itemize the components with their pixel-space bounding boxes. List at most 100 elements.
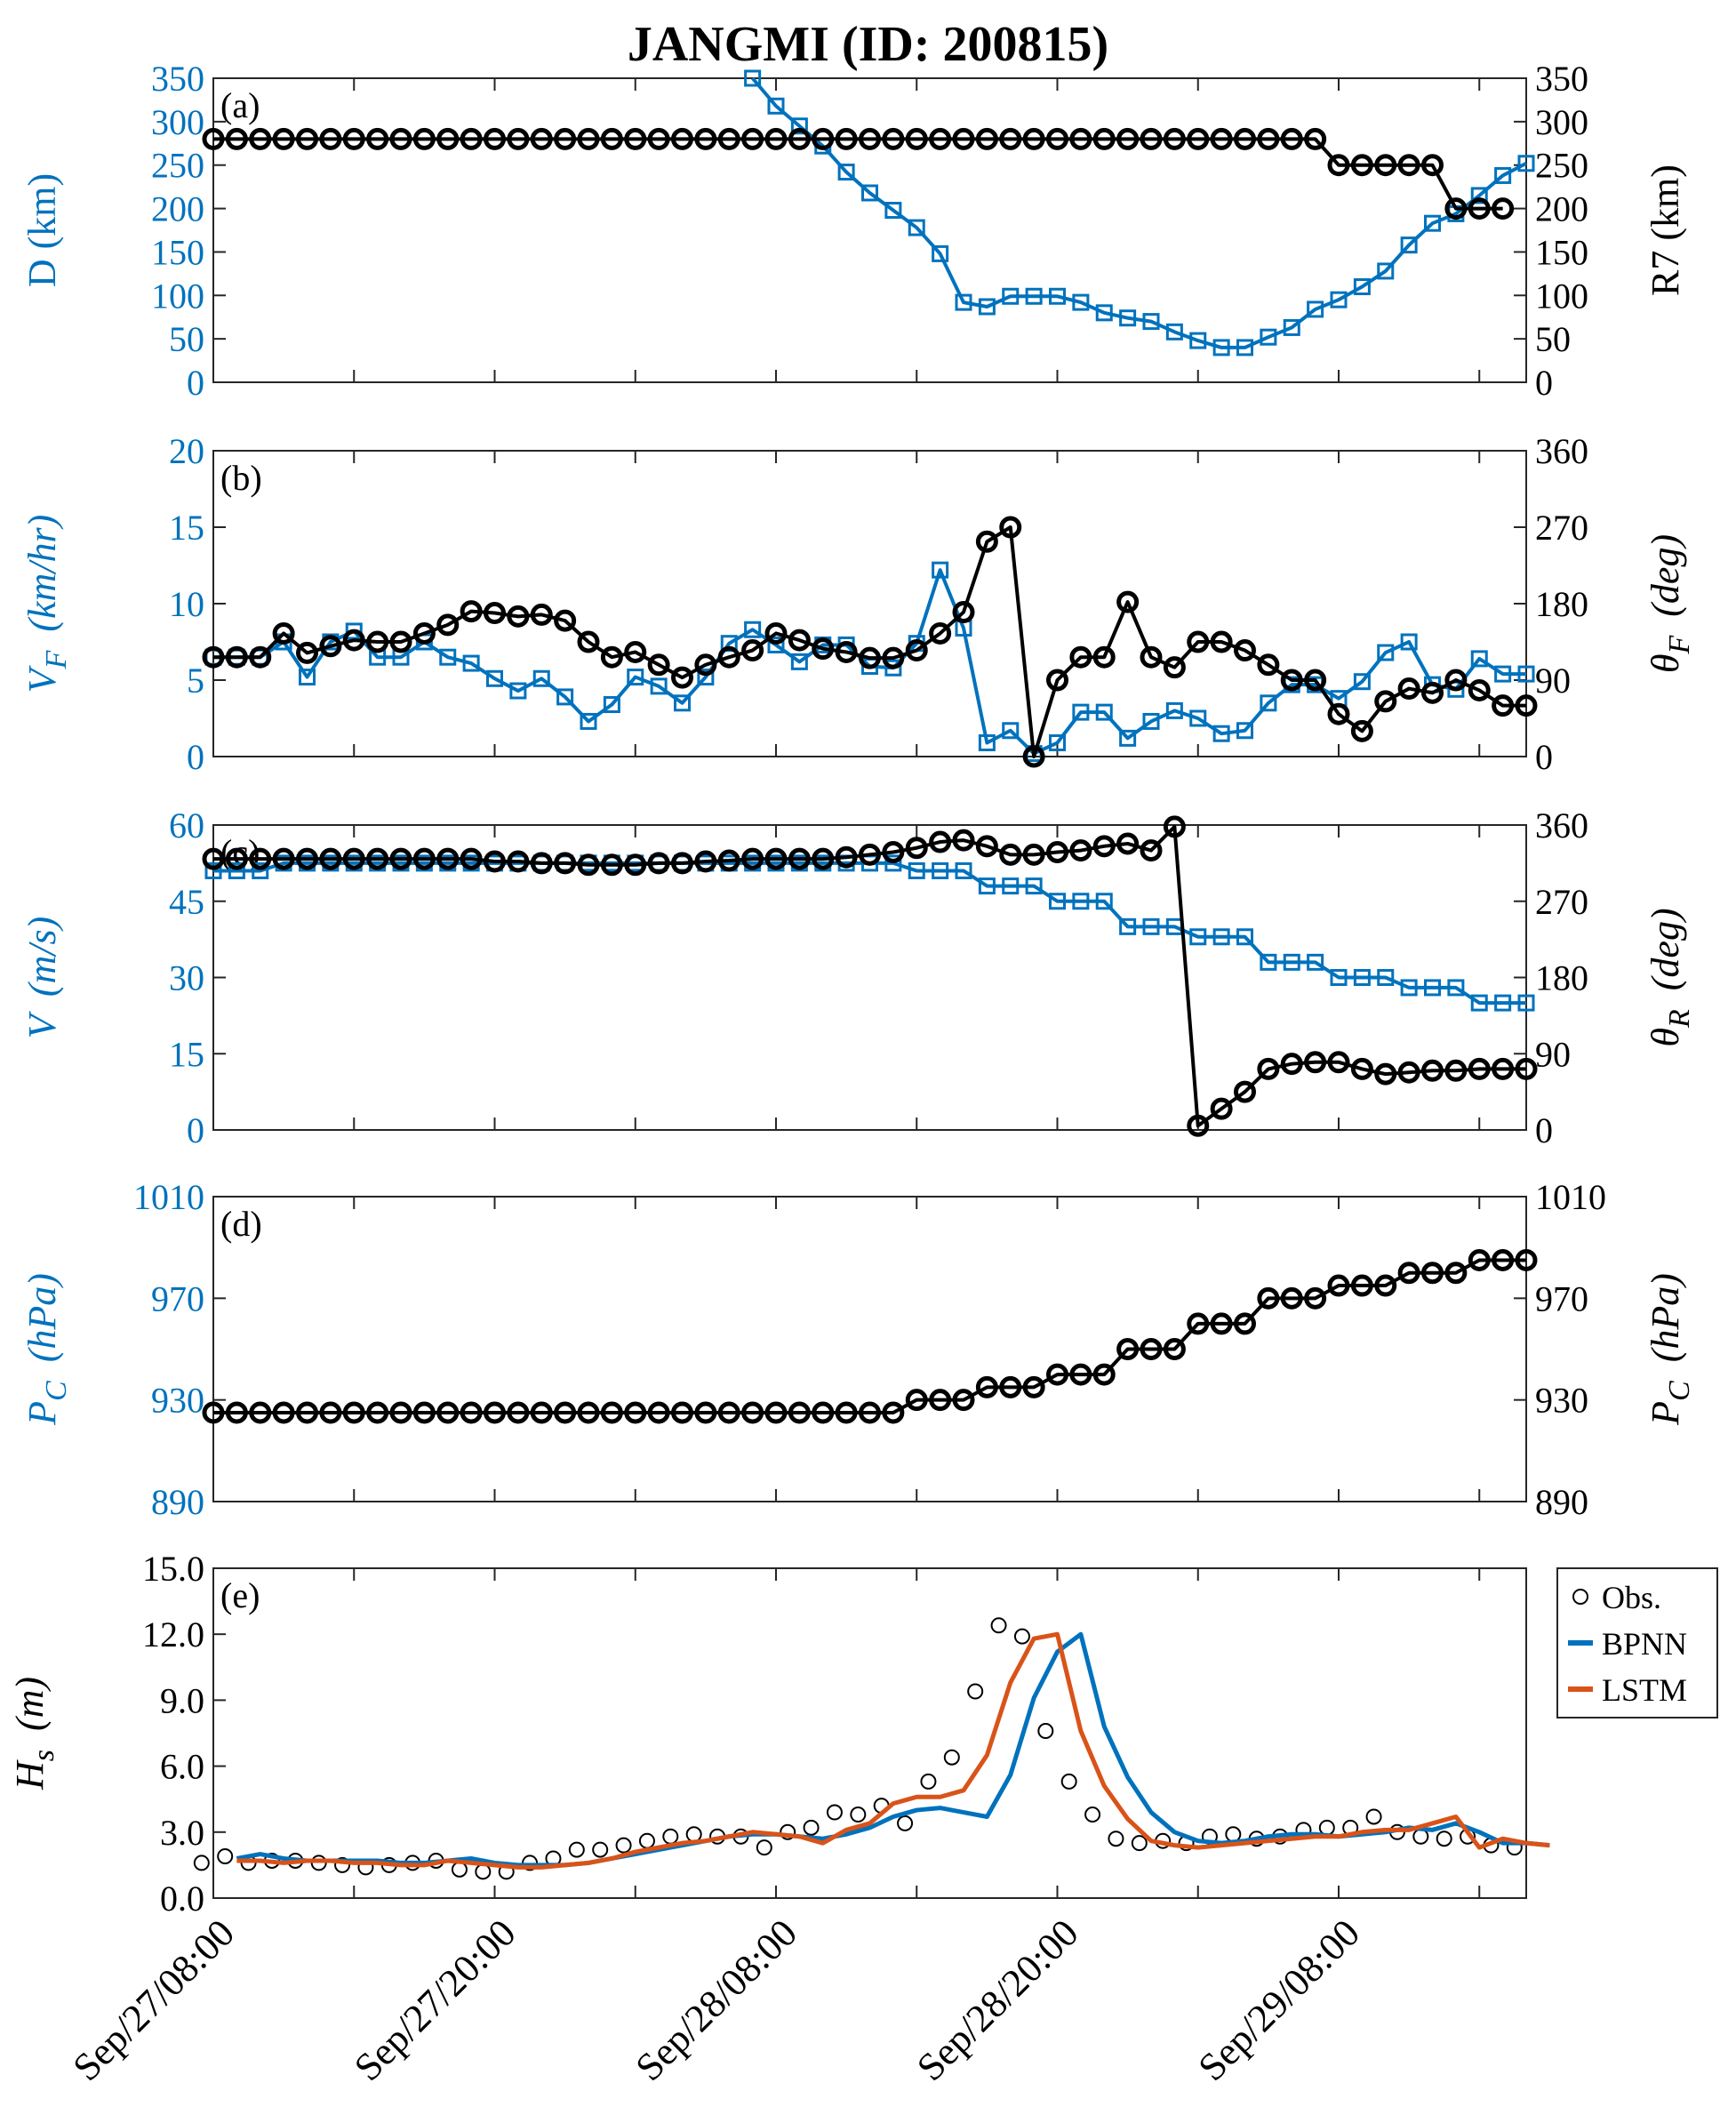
y-right-tick-label: 180: [1535, 958, 1588, 998]
data-point: [1424, 979, 1441, 997]
data-point: [1515, 1248, 1538, 1271]
data-point: [484, 127, 506, 150]
data-point: [249, 847, 272, 870]
y-left-tick-label: 60: [169, 805, 204, 845]
data-point: [1421, 154, 1444, 177]
data-point: [1257, 1057, 1280, 1080]
data-point: [1234, 1080, 1256, 1103]
data-point: [1072, 893, 1090, 910]
data-point: [319, 127, 342, 150]
y-left-tick-label: 12.0: [142, 1614, 204, 1654]
data-point: [717, 849, 740, 872]
data-point: [1046, 1363, 1068, 1386]
data-point: [859, 843, 881, 866]
plot-frame: [212, 77, 1527, 383]
data-point: [1377, 262, 1395, 280]
data-point: [1397, 154, 1420, 177]
data-point: [884, 659, 902, 677]
data-point: [193, 1855, 210, 1871]
data-point: [1046, 127, 1068, 150]
data-point: [1400, 979, 1418, 997]
data-point: [225, 847, 248, 870]
data-point: [1257, 127, 1280, 150]
data-point: [975, 835, 998, 858]
data-point: [319, 847, 342, 870]
data-point: [319, 1401, 342, 1424]
data-point: [1131, 1835, 1148, 1852]
data-point: [859, 646, 881, 669]
data-point: [296, 127, 318, 150]
data-point: [932, 561, 949, 579]
data-point: [530, 603, 553, 626]
data-point: [859, 127, 881, 150]
data-point: [1236, 339, 1253, 357]
data-point: [859, 1401, 881, 1424]
y-right-tick-label: 970: [1535, 1278, 1588, 1318]
data-point: [366, 630, 389, 653]
legend-label: BPNN: [1602, 1626, 1687, 1662]
data-point: [296, 1401, 318, 1424]
data-point: [451, 1861, 468, 1878]
data-point: [507, 850, 530, 873]
data-point: [978, 734, 996, 752]
data-point: [943, 1749, 960, 1766]
data-point: [1327, 702, 1350, 725]
data-point: [1515, 1057, 1538, 1080]
data-point: [1350, 1057, 1373, 1080]
data-point: [671, 852, 693, 875]
data-point: [717, 1401, 740, 1424]
data-point: [342, 1401, 365, 1424]
y-right-axis-label: θF (deg): [1644, 534, 1696, 673]
data-point: [624, 853, 647, 877]
data-point: [1515, 694, 1538, 717]
data-point: [1468, 197, 1491, 220]
data-point: [1327, 1051, 1350, 1074]
data-point: [1374, 1062, 1397, 1086]
data-point: [1436, 1831, 1452, 1847]
data-point: [1377, 969, 1395, 986]
y-left-axis-label-subscript: C: [40, 1381, 73, 1401]
data-point: [1444, 1262, 1468, 1285]
data-point: [741, 127, 764, 150]
data-point: [952, 601, 975, 624]
data-point: [1421, 681, 1444, 704]
y-right-axis-label-unit: (hPa): [1644, 1273, 1687, 1372]
y-right-axis-label-symbol: θ: [1644, 1028, 1687, 1047]
data-point: [1257, 1286, 1280, 1310]
data-point: [999, 516, 1022, 539]
data-point: [1350, 719, 1373, 742]
y-left-tick-label: 15.0: [142, 1549, 204, 1589]
data-point: [1468, 678, 1491, 701]
data-point: [577, 630, 600, 653]
data-point: [1444, 1059, 1468, 1082]
series-r7: [202, 127, 1515, 220]
data-point: [592, 1841, 609, 1858]
data-point: [850, 1807, 867, 1823]
y-left-tick-label: 100: [151, 276, 204, 316]
data-point: [600, 127, 623, 150]
y-left-axis-label-symbol: V: [20, 664, 64, 693]
y-right-tick-label: 90: [1535, 1034, 1571, 1074]
y-left-tick-label: 50: [169, 319, 204, 359]
y-left-axis-label: VF (km/hr): [20, 515, 73, 693]
y-left-tick-label: 0.0: [160, 1879, 204, 1919]
legend-label: LSTM: [1602, 1672, 1687, 1708]
data-point: [1304, 127, 1327, 150]
data-point: [1046, 840, 1068, 863]
data-point: [462, 654, 480, 672]
data-point: [1374, 1274, 1397, 1297]
data-point: [484, 602, 506, 625]
series-line: [213, 568, 1526, 756]
y-left-axis-label: PC (hPa): [20, 1273, 73, 1426]
data-point: [1072, 703, 1090, 721]
data-point: [1108, 1831, 1124, 1847]
data-point: [1142, 712, 1160, 730]
data-point: [1494, 166, 1512, 184]
data-point: [1470, 650, 1488, 668]
y-left-tick-label: 1010: [133, 1177, 204, 1217]
data-point: [826, 1804, 843, 1821]
y-left-axis-label-symbol: D (km): [20, 173, 64, 287]
legend-label: Obs.: [1602, 1580, 1661, 1615]
data-point: [835, 127, 858, 150]
